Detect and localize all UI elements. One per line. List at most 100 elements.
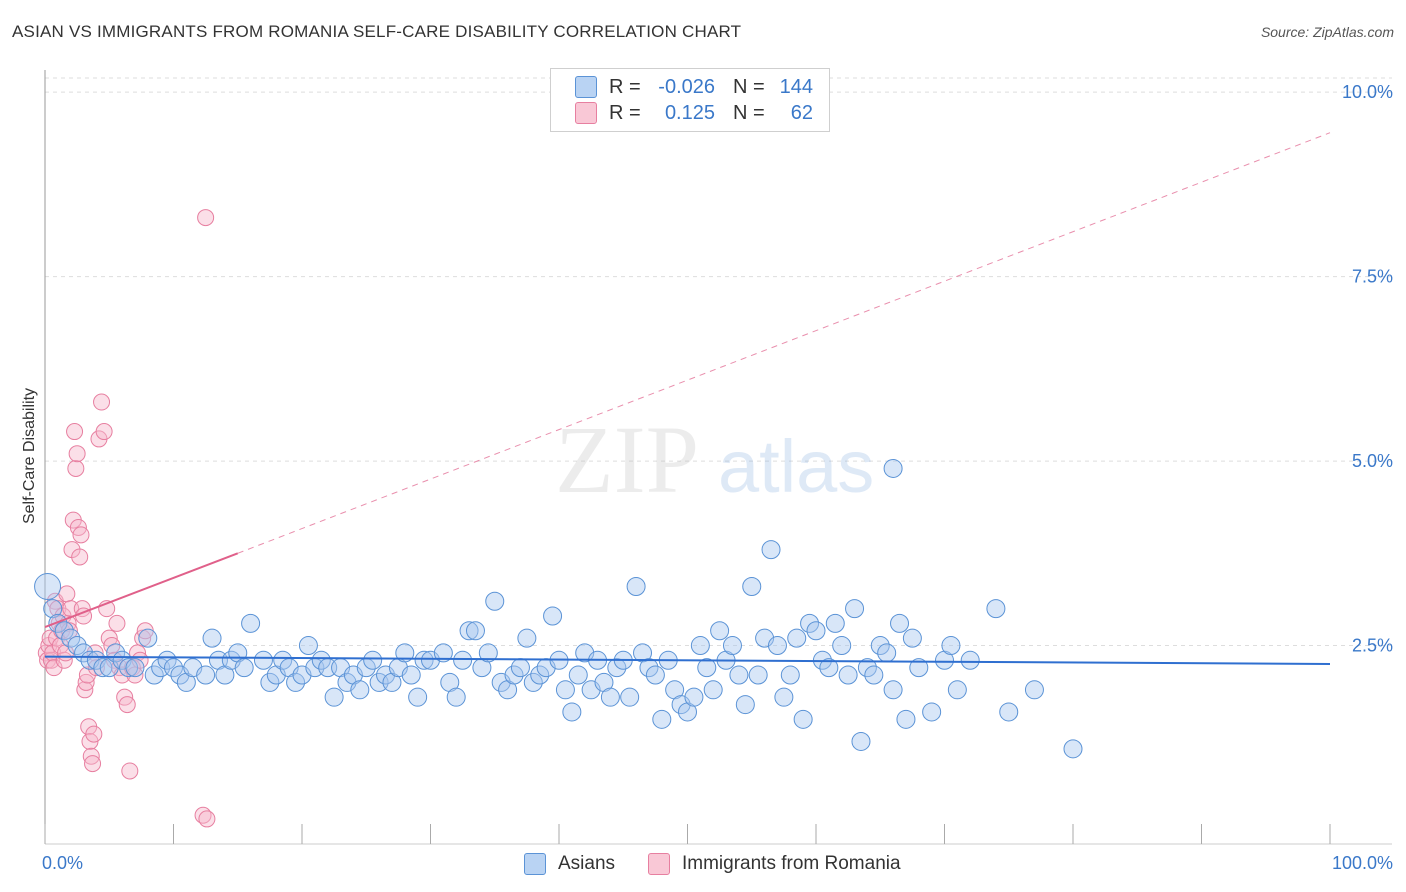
asian-point	[600, 687, 620, 707]
asian-point	[909, 658, 929, 678]
romania-point	[78, 666, 96, 684]
asian-point	[607, 658, 627, 678]
asian-point	[253, 650, 273, 670]
y-tick-label: 5.0%	[1352, 451, 1393, 471]
asian-point	[761, 540, 781, 560]
asian-point	[555, 680, 575, 700]
asian-point	[298, 636, 318, 656]
romania-point	[84, 755, 102, 773]
asian-point	[414, 650, 434, 670]
romania-point	[93, 393, 111, 411]
source-label: Source: ZipAtlas.com	[1260, 24, 1394, 40]
asian-point	[819, 658, 839, 678]
asian-point	[453, 650, 473, 670]
romania-point	[197, 209, 215, 227]
asian-point	[896, 709, 916, 729]
asian-point	[523, 672, 543, 692]
asian-point	[870, 636, 890, 656]
asian-point	[504, 665, 524, 685]
legend-row-asian: R = -0.026 N = 144	[575, 74, 813, 100]
asian-point	[568, 665, 588, 685]
romania-point	[198, 810, 216, 828]
asian-point	[703, 680, 723, 700]
romania-point	[87, 659, 105, 677]
asian-point	[54, 621, 74, 641]
y-tick-label: 2.5%	[1352, 636, 1393, 656]
legend-r-value: 0.125	[664, 101, 715, 124]
legend-r-label: R =	[609, 101, 641, 124]
asian-point	[144, 665, 164, 685]
asian-point	[234, 658, 254, 678]
watermark-atlas: atlas	[718, 425, 874, 508]
asian-point	[825, 613, 845, 633]
asian-point	[922, 702, 942, 722]
romania-point	[58, 585, 76, 603]
asian-point	[883, 458, 903, 478]
romania-point	[66, 423, 84, 441]
asian-point	[510, 658, 530, 678]
asian-legend-label: Asians	[558, 853, 616, 874]
asian-point	[986, 599, 1006, 619]
asian-point	[883, 680, 903, 700]
asian-point	[465, 621, 485, 641]
romania-swatch	[575, 102, 597, 124]
asian-point	[857, 658, 877, 678]
asian-point	[43, 599, 63, 619]
asian-point	[845, 599, 865, 619]
asian-point	[363, 650, 383, 670]
asian-point	[48, 613, 68, 633]
asian-point	[838, 665, 858, 685]
romania-legend-swatch	[648, 853, 670, 875]
romania-trendline	[44, 552, 239, 629]
romania-point	[95, 423, 113, 441]
correlation-legend: R = -0.026 N = 144 R = 0.125 N = 62	[550, 68, 830, 132]
legend-r-value: -0.026	[658, 75, 715, 98]
romania-point	[71, 548, 89, 566]
asian-point	[941, 636, 961, 656]
asian-point	[119, 658, 139, 678]
asian-point	[93, 658, 113, 678]
asian-point	[530, 665, 550, 685]
asian-point	[877, 643, 897, 663]
gridlines	[45, 77, 1392, 647]
asian-point	[478, 643, 498, 663]
asian-point	[652, 709, 672, 729]
romania-point	[67, 459, 85, 477]
romania-point	[85, 725, 103, 743]
asian-point	[774, 687, 794, 707]
asian-trendline	[44, 655, 1331, 665]
asian-legend-swatch	[524, 853, 546, 875]
asian-point	[1024, 680, 1044, 700]
asian-point	[446, 687, 466, 707]
asian-point	[806, 621, 826, 641]
asian-point	[780, 665, 800, 685]
asian-point	[202, 628, 222, 648]
asian-point	[729, 665, 749, 685]
asian-point	[67, 636, 87, 656]
asian-point	[902, 628, 922, 648]
legend-n-value: 144	[779, 75, 813, 98]
asian-point	[960, 650, 980, 670]
asian-point	[639, 658, 659, 678]
asian-point	[999, 702, 1019, 722]
asian-point	[748, 665, 768, 685]
asian-point	[260, 672, 280, 692]
bottom-legend-romania: Immigrants from Romania	[648, 852, 901, 876]
asian-point	[401, 665, 421, 685]
asian-point	[286, 672, 306, 692]
y-axis-label: Self-Care Disability	[21, 388, 38, 524]
watermark-zip: ZIP	[555, 406, 699, 513]
romania-legend-label: Immigrants from Romania	[682, 853, 901, 874]
romania-point	[82, 747, 100, 765]
asian-point	[61, 628, 81, 648]
romania-point	[76, 681, 94, 699]
asian-point	[408, 687, 428, 707]
asian-point	[864, 665, 884, 685]
y-tick-label: 10.0%	[1342, 82, 1393, 102]
romania-point	[73, 600, 91, 618]
legend-n-label: N =	[733, 101, 765, 124]
tick-labels: 2.5% 5.0% 7.5% 10.0% 0.0% 100.0%	[42, 82, 1393, 873]
x-tick-label: 0.0%	[42, 853, 83, 873]
asian-point	[395, 643, 415, 663]
romania-point	[60, 622, 78, 640]
